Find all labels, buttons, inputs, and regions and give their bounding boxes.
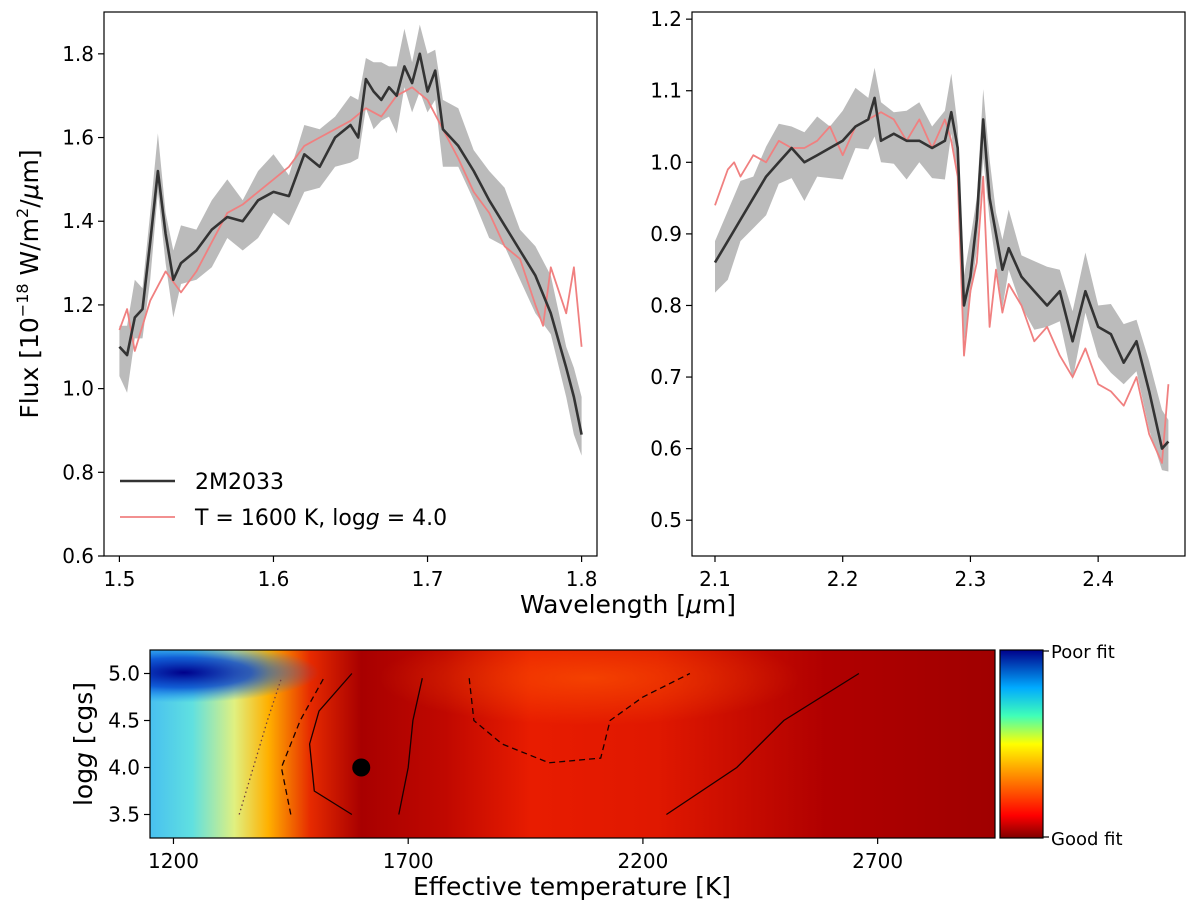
x-tick-label: 2700	[852, 849, 903, 873]
ticks-heatmap: 1200 1700 2200 2700 3.5 4.0 4.5 5.0	[108, 662, 903, 874]
colorbar	[999, 649, 1044, 839]
y-tick-label: 1.2	[650, 7, 682, 31]
x-axis-label-wavelength: Wavelength [μm]	[520, 590, 736, 619]
y-tick-label: 4.5	[108, 709, 140, 733]
y-tick-label: 1.0	[650, 150, 682, 174]
y-tick-label: 4.0	[108, 756, 140, 780]
y-tick-label: 0.6	[650, 437, 682, 461]
y-tick-label: 0.9	[650, 222, 682, 246]
y-axis-label-logg-suffix: [cgs]	[69, 682, 98, 752]
legend-model-label-suffix: = 4.0	[380, 506, 447, 531]
x-tick-label: 2.2	[827, 567, 859, 591]
contour-line	[468, 672, 691, 764]
y-axis-label-flux: Flux [10−18 W/m2/μm]	[13, 149, 44, 418]
model-spectrum-left	[118, 86, 583, 352]
y-axis-label-logg-italic: g	[69, 752, 98, 768]
y-tick-label: 0.8	[62, 460, 94, 484]
x-tick-label: 2.3	[955, 567, 987, 591]
x-tick-label: 2200	[617, 849, 668, 873]
ticks-right: 2.1 2.2 2.3 2.4 0.5 0.6 0.7 0.8 0.9 1.0 1.1 1.2	[650, 7, 1114, 591]
y-axis-label-logg: logg [cgs]	[69, 682, 98, 806]
panel-top-right: 2.1 2.2 2.3 2.4 0.5 0.6 0.7 0.8 0.9 1.0 1.1 1.2	[650, 7, 1186, 591]
x-tick-label: 1.7	[412, 567, 444, 591]
uncertainty-band-right	[715, 67, 1169, 472]
contour-line	[280, 677, 325, 815]
heatmap-contours	[238, 672, 860, 816]
ticks-left: 1.5 1.6 1.7 1.8 0.6 0.8 1.0 1.2 1.4 1.6 1.8	[62, 42, 597, 591]
colorbar-bottom-label: Good fit	[1051, 829, 1123, 850]
contour-line	[308, 673, 353, 816]
y-tick-label: 3.5	[108, 803, 140, 827]
y-tick-label: 0.8	[650, 293, 682, 317]
legend-model-label: T = 1600 K, logg = 4.0	[194, 506, 447, 531]
heatmap-poor-fit-region	[150, 650, 995, 838]
x-tick-label: 1200	[148, 849, 199, 873]
x-tick-label: 1700	[383, 849, 434, 873]
y-tick-label: 0.7	[650, 365, 682, 389]
y-tick-label: 1.1	[650, 79, 682, 103]
y-tick-label: 0.6	[62, 544, 94, 568]
y-tick-label: 5.0	[108, 662, 140, 686]
observed-spectrum-left	[118, 52, 583, 435]
panel-top-left: 1.5 1.6 1.7 1.8 0.6 0.8 1.0 1.2 1.4 1.6 1.8 2M2033…	[13, 11, 598, 591]
observed-spectrum-right	[713, 96, 1170, 450]
x-tick-label: 1.8	[566, 567, 598, 591]
axes-frame-heatmap	[149, 649, 996, 839]
x-axis-label-teff: Effective temperature [K]	[413, 872, 731, 901]
y-tick-label: 1.0	[62, 377, 94, 401]
x-tick-label: 1.5	[104, 567, 136, 591]
legend-model-label-prefix: T = 1600 K, log	[194, 506, 366, 531]
y-tick-label: 1.6	[62, 126, 94, 150]
contour-line	[398, 678, 423, 815]
y-tick-label: 1.8	[62, 42, 94, 66]
y-tick-label: 0.5	[650, 508, 682, 532]
axes-frame-left	[103, 11, 598, 557]
y-tick-label: 1.2	[62, 293, 94, 317]
uncertainty-band-left	[119, 24, 582, 456]
x-tick-label: 1.6	[258, 567, 290, 591]
axes-frame-right	[691, 11, 1186, 557]
x-tick-label: 2.4	[1082, 567, 1114, 591]
best-fit-marker	[352, 758, 371, 777]
contour-line	[666, 672, 860, 816]
colorbar-top-label: Poor fit	[1051, 642, 1115, 663]
legend-obs-label: 2M2033	[195, 470, 284, 495]
legend: 2M2033 T = 1600 K, logg = 4.0	[120, 470, 447, 531]
legend-model-label-italic: g	[366, 506, 380, 531]
y-axis-label-logg-prefix: log	[69, 768, 98, 806]
y-tick-label: 1.4	[62, 209, 94, 233]
x-tick-label: 2.1	[699, 567, 731, 591]
